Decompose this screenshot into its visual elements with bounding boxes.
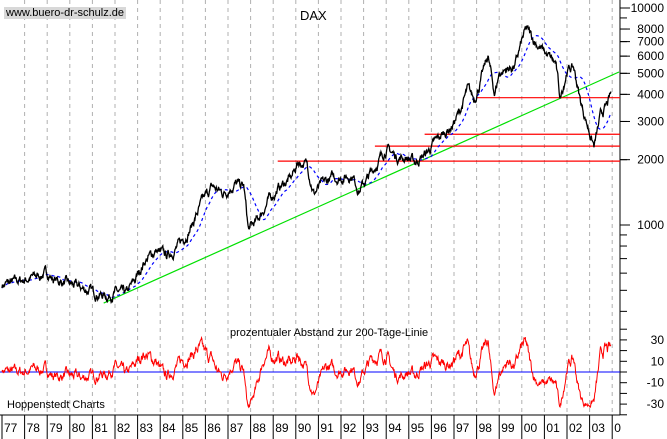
source-label: Hoppenstedt Charts xyxy=(7,399,105,411)
oscillator-title: prozentualer Abstand zur 200-Tage-Linie xyxy=(230,327,429,339)
osc-tick-label: 30 xyxy=(651,333,665,347)
x-tick-label: 78 xyxy=(27,421,41,435)
chart-title: DAX xyxy=(300,8,327,23)
x-tick-label: 90 xyxy=(298,421,312,435)
x-tick-label: 77 xyxy=(4,421,18,435)
x-tick-label: 86 xyxy=(207,421,221,435)
y-tick-label: 6000 xyxy=(637,49,664,63)
x-tick-label: 94 xyxy=(388,421,402,435)
x-tick-label: 87 xyxy=(230,421,244,435)
x-tick-label: 03 xyxy=(592,421,606,435)
moving-average-line xyxy=(1,35,612,299)
x-tick-label: 92 xyxy=(343,421,357,435)
x-tick-label: 82 xyxy=(117,421,131,435)
x-tick-label: 02 xyxy=(569,421,583,435)
y-tick-label: 3000 xyxy=(637,114,664,128)
x-tick-label: 96 xyxy=(433,421,447,435)
osc-tick-label: -30 xyxy=(647,397,665,411)
x-tick-label: 93 xyxy=(366,421,380,435)
y-tick-label: 7000 xyxy=(637,35,664,49)
x-tick-label: 01 xyxy=(546,421,560,435)
y-tick-label: 1000 xyxy=(637,218,664,232)
x-tick-label: 91 xyxy=(320,421,334,435)
y-tick-label: 4000 xyxy=(637,87,664,101)
x-tick-label: 80 xyxy=(72,421,86,435)
x-tick-label: 88 xyxy=(253,421,267,435)
x-tick-label: 00 xyxy=(524,421,538,435)
x-tick-label: 83 xyxy=(140,421,154,435)
x-tick-label: 79 xyxy=(49,421,63,435)
x-tick-label: 89 xyxy=(275,421,289,435)
x-tick-label: 97 xyxy=(456,421,470,435)
osc-tick-label: -10 xyxy=(647,376,665,390)
website-label: www.buero-dr-schulz.de xyxy=(4,7,126,19)
osc-tick-label: 10 xyxy=(651,354,665,368)
x-tick-label: 95 xyxy=(411,421,425,435)
y-tick-label: 10000 xyxy=(631,1,665,15)
x-tick-label: 0 xyxy=(614,421,621,435)
y-tick-label: 8000 xyxy=(637,22,664,36)
x-tick-label: 99 xyxy=(501,421,515,435)
x-tick-label: 98 xyxy=(479,421,493,435)
y-tick-label: 5000 xyxy=(637,66,664,80)
x-tick-label: 85 xyxy=(185,421,199,435)
x-tick-label: 81 xyxy=(94,421,108,435)
x-tick-label: 84 xyxy=(162,421,176,435)
dax-line xyxy=(1,24,612,305)
y-tick-label: 2000 xyxy=(637,153,664,167)
oscillator-line xyxy=(1,335,612,409)
